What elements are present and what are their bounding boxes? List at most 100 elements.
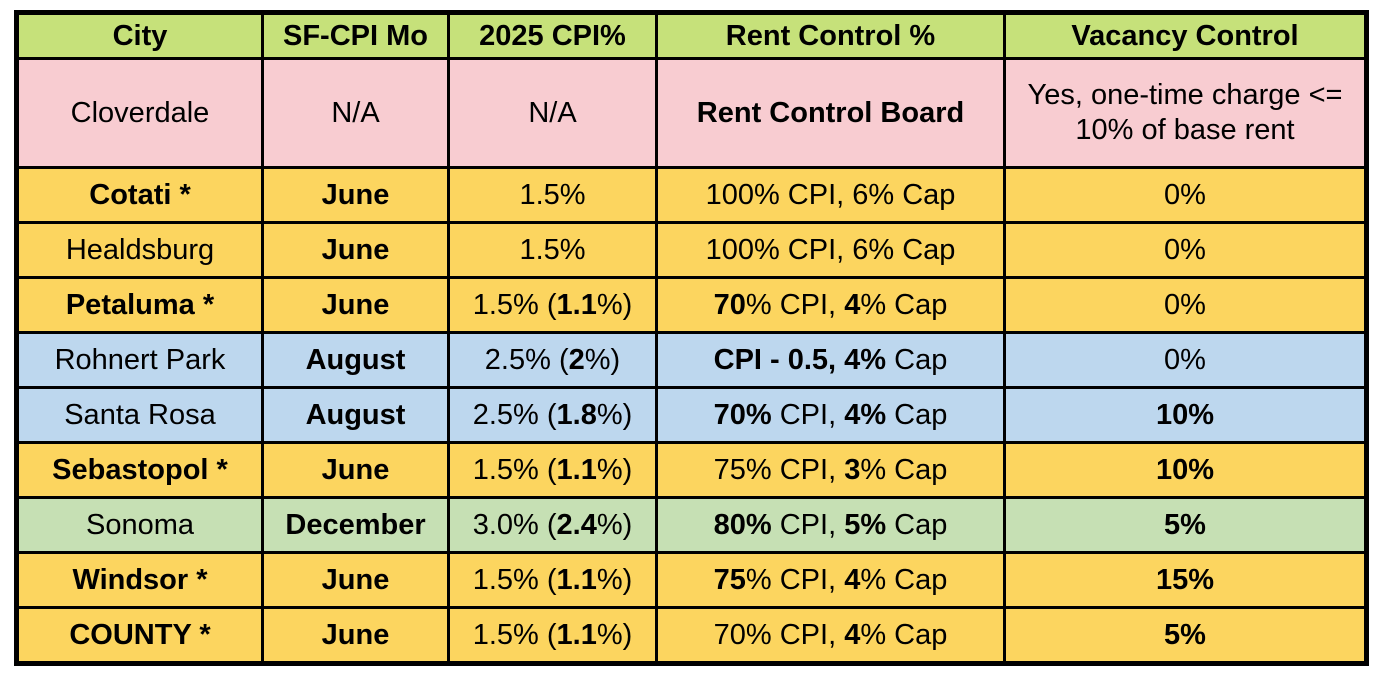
text-segment: CPI,	[771, 508, 845, 541]
cell-city-sebastopol: Sebastopol *	[15, 441, 264, 499]
text-segment: CPI,	[771, 398, 845, 431]
text-segment: 1.1	[556, 288, 597, 321]
table-row-county: COUNTY * June 1.5% (1.1%) 70% CPI, 4% Cap 5%	[15, 606, 1368, 665]
cell-rent-control-sebastopol: 75% CPI, 3% Cap	[655, 441, 1006, 499]
cell-sf-cpi-month-santa-rosa: August	[261, 386, 450, 444]
text-segment: 75% CPI,	[713, 453, 845, 486]
table-row-windsor: Windsor * June 1.5% (1.1%) 75% CPI, 4% Cap 1…	[15, 551, 1368, 609]
cell-city-rohnert-park: Rohnert Park	[15, 331, 264, 389]
text-segment: 15%	[1155, 563, 1215, 596]
text-segment: June	[321, 178, 390, 211]
column-header-sf-cpi-month: SF-CPI Mo	[261, 11, 450, 60]
text-segment: 75	[713, 563, 746, 596]
cell-2025-cpi-windsor: 1.5% (1.1%)	[447, 551, 658, 609]
cell-sf-cpi-month-cotati: June	[261, 166, 450, 224]
text-segment: %)	[596, 563, 633, 596]
text-segment: Petaluma *	[65, 288, 215, 321]
text-segment: June	[321, 288, 390, 321]
cell-city-cloverdale: Cloverdale	[15, 57, 264, 169]
cell-sf-cpi-month-rohnert-park: August	[261, 331, 450, 389]
table-row-cloverdale: Cloverdale N/A N/A Rent Control Board Yes, o…	[15, 57, 1368, 169]
text-segment: %)	[584, 343, 621, 376]
text-segment: %)	[596, 398, 633, 431]
text-segment: N/A	[331, 96, 380, 129]
cell-2025-cpi-cotati: 1.5%	[447, 166, 658, 224]
text-segment: 1.1	[556, 563, 597, 596]
cell-city-county: COUNTY *	[15, 606, 264, 665]
text-segment: Yes, one-time charge <= 10% of base rent	[1027, 79, 1343, 146]
text-segment: June	[321, 618, 390, 651]
text-segment: 1.5% (	[472, 563, 557, 596]
text-segment: June	[321, 233, 390, 266]
text-segment: June	[321, 563, 390, 596]
column-header-vacancy-control: Vacancy Control	[1003, 11, 1368, 60]
cell-city-santa-rosa: Santa Rosa	[15, 386, 264, 444]
text-segment: Sonoma	[85, 508, 194, 541]
table-row-sebastopol: Sebastopol * June 1.5% (1.1%) 75% CPI, 3% C…	[15, 441, 1368, 499]
text-segment: Sebastopol *	[52, 453, 228, 486]
cell-2025-cpi-sebastopol: 1.5% (1.1%)	[447, 441, 658, 499]
cell-2025-cpi-cloverdale: N/A	[447, 57, 658, 169]
cell-2025-cpi-santa-rosa: 2.5% (1.8%)	[447, 386, 658, 444]
text-segment: Cap	[886, 343, 948, 376]
cell-sf-cpi-month-cloverdale: N/A	[261, 57, 450, 169]
text-segment: Cap	[886, 508, 948, 541]
table-row-cotati: Cotati * June 1.5% 100% CPI, 6% Cap 0%	[15, 166, 1368, 224]
cell-city-healdsburg: Healdsburg	[15, 221, 264, 279]
text-segment: %)	[596, 508, 633, 541]
text-segment: % CPI,	[745, 288, 845, 321]
header-row: City SF-CPI Mo 2025 CPI% Rent Control % Vaca…	[15, 11, 1368, 60]
cell-sf-cpi-month-windsor: June	[261, 551, 450, 609]
text-segment: 2	[568, 343, 585, 376]
text-segment: Cotati *	[89, 178, 191, 211]
text-segment: 70%	[713, 398, 772, 431]
cell-sf-cpi-month-healdsburg: June	[261, 221, 450, 279]
text-segment: 100% CPI, 6% Cap	[705, 178, 956, 211]
text-segment: 70% CPI,	[713, 618, 845, 651]
rent-control-table-container: City SF-CPI Mo 2025 CPI% Rent Control % Vaca…	[14, 10, 1369, 666]
text-segment: Rent Control Board	[696, 96, 965, 129]
text-segment: N/A	[528, 96, 577, 129]
cell-2025-cpi-rohnert-park: 2.5% (2%)	[447, 331, 658, 389]
cell-city-windsor: Windsor *	[15, 551, 264, 609]
cell-vacancy-control-cotati: 0%	[1003, 166, 1368, 224]
cell-rent-control-windsor: 75% CPI, 4% Cap	[655, 551, 1006, 609]
text-segment: 5%	[844, 508, 887, 541]
text-segment: 1.1	[556, 618, 597, 651]
cell-vacancy-control-county: 5%	[1003, 606, 1368, 665]
text-segment: 0%	[1164, 288, 1206, 321]
text-segment: % Cap	[860, 288, 948, 321]
cell-vacancy-control-windsor: 15%	[1003, 551, 1368, 609]
text-segment: Rohnert Park	[54, 343, 226, 376]
text-segment: 0%	[1164, 178, 1206, 211]
text-segment: 0%	[1164, 343, 1206, 376]
column-header-rent-control: Rent Control %	[655, 11, 1006, 60]
cell-rent-control-petaluma: 70% CPI, 4% Cap	[655, 276, 1006, 334]
cell-rent-control-healdsburg: 100% CPI, 6% Cap	[655, 221, 1006, 279]
text-segment: Healdsburg	[65, 233, 215, 266]
cell-2025-cpi-petaluma: 1.5% (1.1%)	[447, 276, 658, 334]
text-segment: June	[321, 453, 390, 486]
table-row-healdsburg: Healdsburg June 1.5% 100% CPI, 6% Cap 0%	[15, 221, 1368, 279]
cell-rent-control-cotati: 100% CPI, 6% Cap	[655, 166, 1006, 224]
text-segment: %)	[596, 453, 633, 486]
table-row-sonoma: Sonoma December 3.0% (2.4%) 80% CPI, 5% Cap…	[15, 496, 1368, 554]
text-segment: Windsor *	[72, 563, 208, 596]
text-segment: 1.5% (	[472, 453, 557, 486]
text-segment: August	[305, 398, 406, 431]
cell-rent-control-county: 70% CPI, 4% Cap	[655, 606, 1006, 665]
text-segment: % Cap	[860, 453, 948, 486]
text-segment: 5%	[1164, 508, 1206, 541]
cell-city-sonoma: Sonoma	[15, 496, 264, 554]
text-segment: CPI - 0.5, 4%	[713, 343, 887, 376]
cell-city-petaluma: Petaluma *	[15, 276, 264, 334]
text-segment: 4	[844, 563, 861, 596]
text-segment: 100% CPI, 6% Cap	[705, 233, 956, 266]
text-segment: 10%	[1155, 398, 1215, 431]
text-segment: 3.0% (	[472, 508, 557, 541]
table-row-santa-rosa: Santa Rosa August 2.5% (1.8%) 70% CPI, 4% C…	[15, 386, 1368, 444]
text-segment: COUNTY *	[69, 618, 211, 651]
text-segment: 4%	[844, 398, 887, 431]
cell-2025-cpi-county: 1.5% (1.1%)	[447, 606, 658, 665]
text-segment: Santa Rosa	[64, 398, 216, 431]
